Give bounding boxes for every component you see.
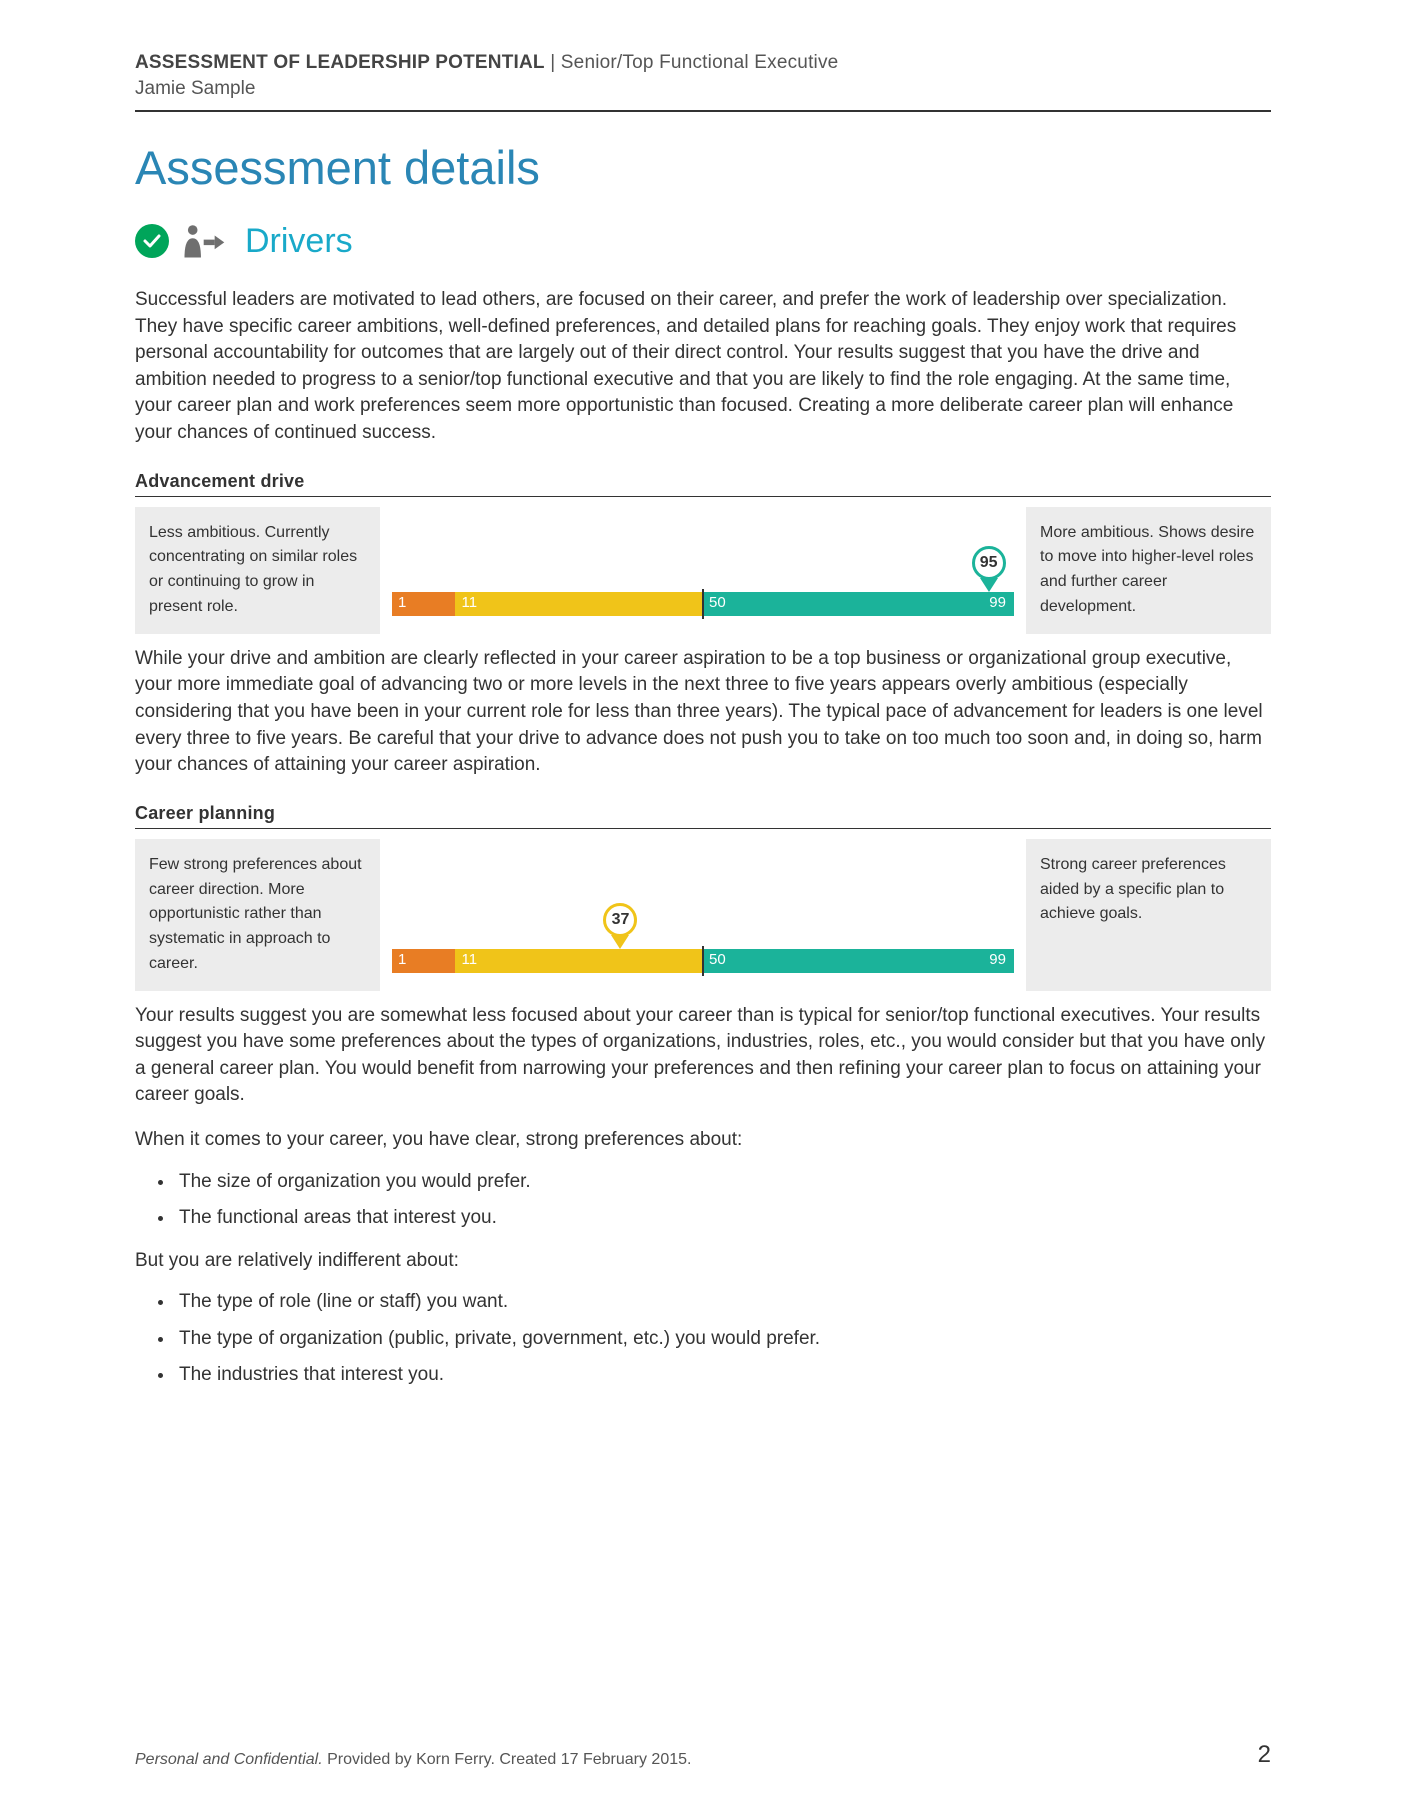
dim2-left-desc: Few strong preferences about career dire…	[135, 839, 380, 991]
footer-rest: Provided by Korn Ferry. Created 17 Febru…	[323, 1751, 692, 1768]
list-item: The size of organization you would prefe…	[175, 1164, 1271, 1200]
scale-label-1: 1	[398, 951, 406, 968]
scale-seg-high: 50 99	[703, 949, 1014, 973]
dim2-body3: But you are relatively indifferent about…	[135, 1248, 1271, 1275]
footer-text: Personal and Confidential. Provided by K…	[135, 1751, 691, 1769]
list-item: The industries that interest you.	[175, 1357, 1271, 1393]
intro-paragraph: Successful leaders are motivated to lead…	[135, 287, 1271, 447]
scale-seg-high: 50 99	[703, 592, 1014, 616]
scale-tick-50	[702, 589, 704, 619]
marker-value: 95	[972, 546, 1006, 580]
scale-marker: 37	[600, 903, 640, 949]
marker-value: 37	[603, 903, 637, 937]
dim2-right-desc: Strong career preferences aided by a spe…	[1026, 839, 1271, 991]
header-title-row: ASSESSMENT OF LEADERSHIP POTENTIAL | Sen…	[135, 52, 1271, 74]
scale-label-99: 99	[989, 594, 1006, 611]
dim1-left-desc: Less ambitious. Currently concentrating …	[135, 507, 380, 634]
page-number: 2	[1258, 1741, 1271, 1769]
dim2-divider	[135, 828, 1271, 829]
dim2-body2: When it comes to your career, you have c…	[135, 1127, 1271, 1154]
scale-seg-mid: 11	[455, 949, 703, 973]
scale-label-1: 1	[398, 594, 406, 611]
footer: Personal and Confidential. Provided by K…	[135, 1741, 1271, 1769]
scale-seg-mid: 11	[455, 592, 703, 616]
page-title: Assessment details	[135, 140, 1271, 195]
header-title-bold: ASSESSMENT OF LEADERSHIP POTENTIAL	[135, 52, 545, 73]
dim2-row: Few strong preferences about career dire…	[135, 839, 1271, 991]
footer-ital: Personal and Confidential.	[135, 1751, 323, 1768]
scale-marker: 95	[969, 546, 1009, 592]
header-divider	[135, 110, 1271, 112]
dim1-title: Advancement drive	[135, 471, 1271, 492]
scale-seg-low: 1	[392, 949, 455, 973]
scale-label-50: 50	[709, 594, 726, 611]
section-head-drivers: Drivers	[135, 217, 1271, 265]
section-title: Drivers	[245, 222, 353, 261]
list-item: The type of role (line or staff) you wan…	[175, 1284, 1271, 1320]
scale-label-11: 11	[461, 951, 477, 968]
scale-seg-low: 1	[392, 592, 455, 616]
scale-label-50: 50	[709, 951, 726, 968]
dim1-divider	[135, 496, 1271, 497]
dim1-right-desc: More ambitious. Shows desire to move int…	[1026, 507, 1271, 634]
dim2-title: Career planning	[135, 803, 1271, 824]
check-circle-icon	[135, 224, 169, 258]
dim1-scale: 111509995	[380, 507, 1026, 634]
list-item: The type of organization (public, privat…	[175, 1321, 1271, 1357]
dim2-body1: Your results suggest you are somewhat le…	[135, 1003, 1271, 1109]
prefs-strong-list: The size of organization you would prefe…	[175, 1164, 1271, 1236]
list-item: The functional areas that interest you.	[175, 1200, 1271, 1236]
header-subject: Jamie Sample	[135, 78, 1271, 100]
scale-label-11: 11	[461, 594, 477, 611]
marker-tail-icon	[611, 935, 629, 949]
person-arrow-icon	[179, 217, 227, 265]
prefs-indiff-list: The type of role (line or staff) you wan…	[175, 1284, 1271, 1392]
marker-tail-icon	[980, 578, 998, 592]
dim2-scale: 111509937	[380, 839, 1026, 991]
scale-tick-50	[702, 946, 704, 976]
dim1-body: While your drive and ambition are clearl…	[135, 646, 1271, 779]
header-title-rest: | Senior/Top Functional Executive	[545, 52, 839, 73]
dim1-row: Less ambitious. Currently concentrating …	[135, 507, 1271, 634]
scale-label-99: 99	[989, 951, 1006, 968]
